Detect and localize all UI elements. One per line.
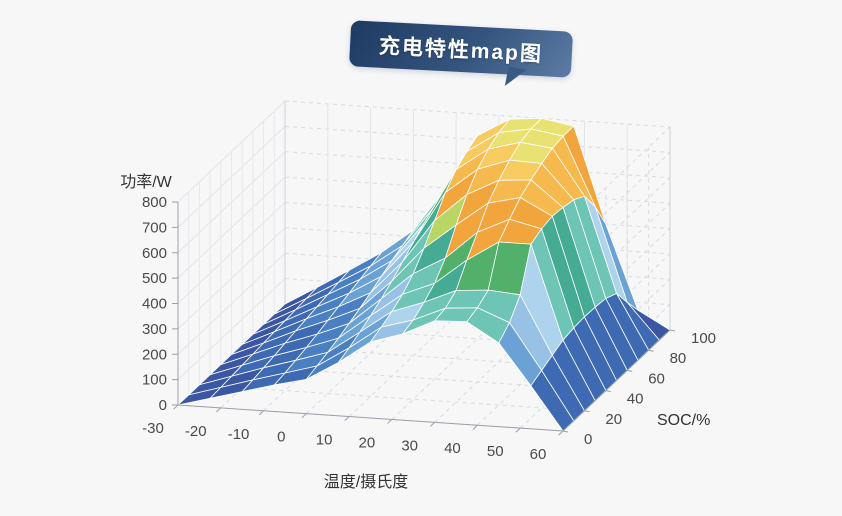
svg-text:800: 800 [142, 194, 167, 211]
x-axis-tick-labels: -30 -20 -10 0 10 20 30 40 50 60 [142, 420, 546, 463]
banner-tail-decoration [504, 66, 527, 90]
svg-text:500: 500 [142, 270, 167, 287]
svg-text:60: 60 [530, 446, 547, 463]
svg-text:20: 20 [605, 411, 622, 428]
svg-text:功率/W: 功率/W [120, 173, 172, 191]
svg-text:40: 40 [444, 440, 461, 457]
chart-title: 充电特性map图 [378, 34, 544, 67]
left-wall-grid [177, 100, 286, 406]
svg-text:600: 600 [142, 245, 167, 262]
svg-text:-10: -10 [228, 426, 250, 443]
svg-text:100: 100 [691, 330, 716, 347]
z-axis-tick-labels: 0 100 200 300 400 500 600 700 800 [142, 194, 167, 414]
svg-text:10: 10 [316, 432, 333, 449]
z-axis [172, 201, 179, 406]
svg-text:30: 30 [401, 437, 418, 454]
svg-text:100: 100 [142, 372, 167, 389]
svg-text:400: 400 [142, 296, 167, 313]
box-edges [284, 101, 671, 331]
svg-text:0: 0 [584, 431, 592, 448]
svg-text:40: 40 [627, 391, 644, 408]
y-axis-name: SOC/% [657, 412, 710, 429]
svg-text:0: 0 [277, 429, 285, 446]
surface-mesh [177, 117, 671, 432]
svg-text:50: 50 [487, 443, 504, 460]
y-axis [562, 329, 676, 433]
svg-text:0: 0 [159, 397, 167, 414]
svg-text:20: 20 [359, 434, 376, 451]
x-axis-name: 温度/摄氏度 [324, 473, 408, 491]
svg-text:300: 300 [142, 321, 167, 338]
svg-text:-20: -20 [185, 423, 207, 440]
svg-text:温度/摄氏度: 温度/摄氏度 [324, 473, 408, 491]
svg-text:-30: -30 [142, 420, 164, 437]
svg-text:60: 60 [648, 370, 665, 387]
svg-text:SOC/%: SOC/% [657, 412, 710, 429]
z-axis-name: 功率/W [120, 173, 172, 191]
svg-text:80: 80 [670, 350, 687, 367]
x-axis [173, 404, 564, 436]
svg-text:200: 200 [142, 346, 167, 363]
svg-text:700: 700 [142, 219, 167, 236]
